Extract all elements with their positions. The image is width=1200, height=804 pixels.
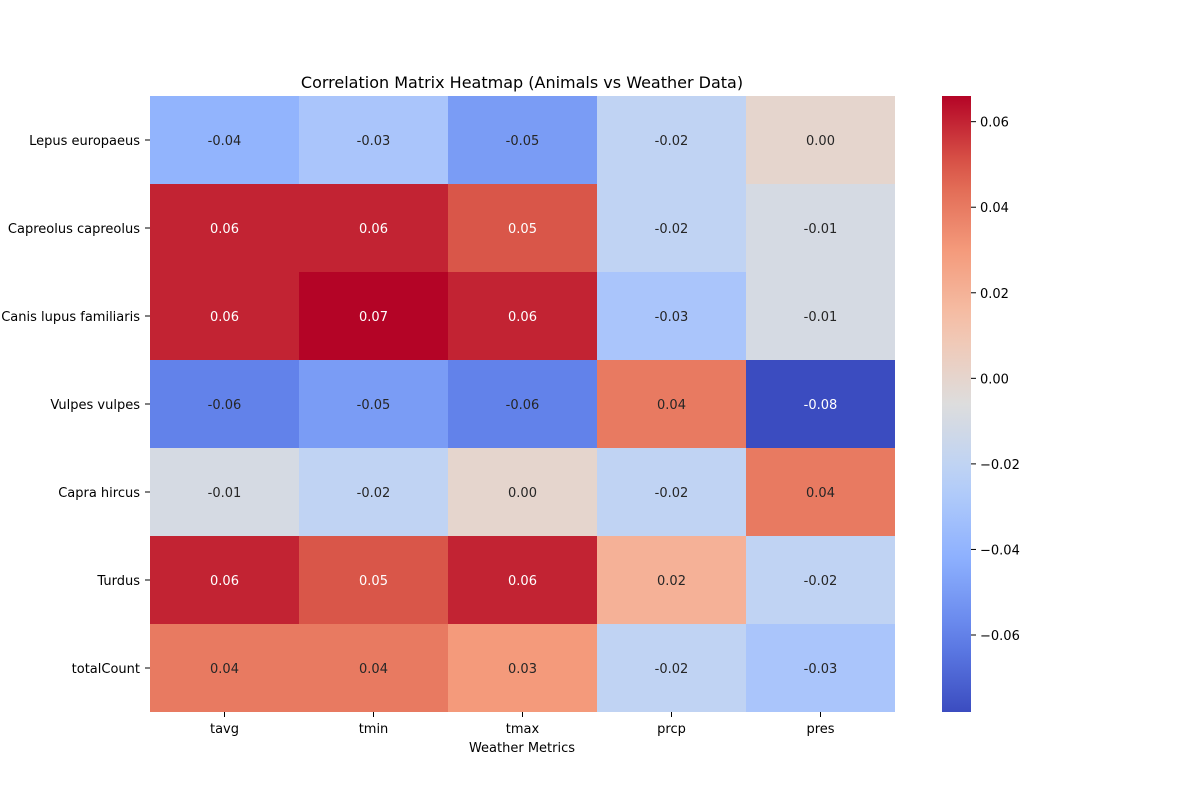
- heatmap-cell: [299, 272, 448, 360]
- cell-value-label: -0.06: [208, 398, 242, 413]
- heatmap-cell: [448, 96, 597, 184]
- cell-value-label: 0.06: [508, 574, 537, 589]
- y-tick-label: totalCount: [72, 662, 140, 677]
- heatmap-cell: [448, 536, 597, 624]
- heatmap-cell: [150, 184, 299, 272]
- colorbar-tick-label: 0.06: [980, 116, 1009, 131]
- cell-value-label: 0.00: [508, 486, 537, 501]
- heatmap-cells: -0.04 -0.03 -0.05 -0.02 0.00 0.06 0.06 0.05 -0.0…: [150, 96, 895, 712]
- cell-value-label: 0.06: [359, 222, 388, 237]
- heatmap-cell: [448, 360, 597, 448]
- cell-value-label: 0.06: [508, 310, 537, 325]
- heatmap-cell: [299, 448, 448, 536]
- cell-value-label: -0.03: [804, 662, 838, 677]
- cell-value-label: 0.04: [657, 398, 686, 413]
- cell-value-label: -0.04: [208, 134, 242, 149]
- cell-value-label: -0.03: [357, 134, 391, 149]
- cell-value-label: 0.04: [210, 662, 239, 677]
- cell-value-label: -0.05: [357, 398, 391, 413]
- heatmap-cell: [746, 272, 895, 360]
- y-tick-labels: Lepus europaeus Capreolus capreolus Canis …: [1, 134, 150, 677]
- cell-value-label: 0.03: [508, 662, 537, 677]
- x-tick-labels: tavg tmin tmax prcp pres: [210, 712, 835, 737]
- heatmap-cell: [299, 96, 448, 184]
- heatmap-cell: [746, 184, 895, 272]
- heatmap-cell: [150, 272, 299, 360]
- colorbar-tick-label: 0.00: [980, 372, 1009, 387]
- cell-value-label: -0.02: [655, 222, 689, 237]
- cell-value-label: -0.08: [804, 398, 838, 413]
- heatmap-cell: [746, 360, 895, 448]
- x-tick-label: tmin: [359, 722, 389, 737]
- heatmap-cell: [150, 624, 299, 712]
- cell-value-label: -0.01: [208, 486, 242, 501]
- cell-value-label: -0.02: [804, 574, 838, 589]
- cell-value-label: -0.02: [655, 486, 689, 501]
- colorbar-tick-label: 0.04: [980, 201, 1009, 216]
- x-tick-label: tavg: [210, 722, 239, 737]
- colorbar-tick-label: −0.06: [980, 629, 1020, 644]
- heatmap-cell: [746, 96, 895, 184]
- heatmap-cell: [150, 448, 299, 536]
- heatmap-cell: [746, 624, 895, 712]
- cell-value-label: -0.02: [655, 134, 689, 149]
- cell-value-label: 0.06: [210, 222, 239, 237]
- heatmap-cell: [597, 536, 746, 624]
- y-tick-label: Capra hircus: [58, 486, 140, 501]
- cell-value-label: -0.06: [506, 398, 540, 413]
- colorbar-tick-label: −0.04: [980, 543, 1020, 558]
- heatmap-cell: [597, 96, 746, 184]
- heatmap-cell: [448, 184, 597, 272]
- cell-value-label: -0.02: [357, 486, 391, 501]
- heatmap-cell: [299, 536, 448, 624]
- x-tick-label: tmax: [506, 722, 540, 737]
- heatmap-cell: [597, 272, 746, 360]
- cell-value-label: 0.06: [210, 310, 239, 325]
- cell-value-label: 0.06: [210, 574, 239, 589]
- colorbar-gradient: [942, 96, 971, 712]
- cell-value-label: -0.01: [804, 310, 838, 325]
- x-tick-label: prcp: [657, 722, 686, 737]
- cell-value-label: 0.00: [806, 134, 835, 149]
- cell-value-label: -0.01: [804, 222, 838, 237]
- y-tick-label: Lepus europaeus: [29, 134, 140, 149]
- colorbar-tick-label: 0.02: [980, 287, 1009, 302]
- colorbar: 0.06 0.04 0.02 0.00 −0.02 −0.04 −0.06: [942, 96, 1020, 712]
- y-tick-label: Capreolus capreolus: [8, 222, 140, 237]
- heatmap-cell: [448, 448, 597, 536]
- heatmap-cell: [150, 360, 299, 448]
- cell-value-label: -0.05: [506, 134, 540, 149]
- x-axis-label: Weather Metrics: [469, 741, 575, 756]
- heatmap-cell: [299, 360, 448, 448]
- heatmap-cell: [448, 624, 597, 712]
- cell-value-label: 0.07: [359, 310, 388, 325]
- colorbar-tick-label: −0.02: [980, 458, 1020, 473]
- chart-title: Correlation Matrix Heatmap (Animals vs W…: [301, 73, 743, 92]
- heatmap-cell: [150, 96, 299, 184]
- cell-value-label: 0.05: [359, 574, 388, 589]
- cell-value-label: -0.03: [655, 310, 689, 325]
- cell-value-label: 0.05: [508, 222, 537, 237]
- cell-value-label: -0.02: [655, 662, 689, 677]
- y-tick-label: Turdus: [96, 574, 140, 589]
- heatmap-cell: [597, 360, 746, 448]
- heatmap-cell: [448, 272, 597, 360]
- heatmap-cell: [746, 448, 895, 536]
- heatmap-cell: [299, 184, 448, 272]
- y-tick-label: Canis lupus familiaris: [1, 310, 140, 325]
- heatmap-cell: [299, 624, 448, 712]
- cell-value-label: 0.04: [806, 486, 835, 501]
- heatmap-cell: [597, 184, 746, 272]
- x-tick-label: pres: [806, 722, 834, 737]
- cell-value-label: 0.02: [657, 574, 686, 589]
- heatmap-cell: [597, 624, 746, 712]
- heatmap-cell: [597, 448, 746, 536]
- heatmap-cell: [150, 536, 299, 624]
- y-tick-label: Vulpes vulpes: [50, 398, 140, 413]
- cell-value-label: 0.04: [359, 662, 388, 677]
- heatmap-cell: [746, 536, 895, 624]
